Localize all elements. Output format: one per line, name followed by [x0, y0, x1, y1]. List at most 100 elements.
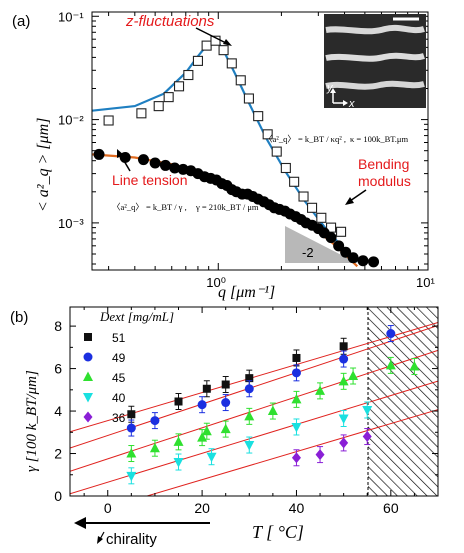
line-tension-point [93, 148, 105, 160]
gamma-point-49 [197, 400, 207, 410]
bending-label-line1: Bending [358, 156, 409, 172]
gamma-point-45 [220, 423, 231, 434]
gamma-point-45 [338, 375, 349, 386]
legend-label: 36 [112, 411, 126, 425]
gamma-point-45 [149, 442, 160, 453]
z-fluctuation-point [271, 146, 282, 157]
chirality-arrow: chirality [74, 517, 210, 548]
panel-b-legend: Dext [mg/mL] 51 49 45 40 36 [83, 309, 174, 425]
panel-b-y-axis-label: γ [100 k_BT/μm] [24, 370, 40, 472]
gamma-point-51 [245, 374, 254, 383]
tension-gamma: γ = 210k_BT / μm [195, 202, 259, 212]
x-tick-label: 20 [194, 500, 210, 516]
gamma-point-51 [202, 384, 211, 393]
line-tension-point [340, 246, 352, 258]
gamma-point-40 [206, 452, 217, 463]
z-fluctuation-point [316, 212, 327, 223]
legend-label: 51 [112, 331, 126, 345]
inset-micrograph: y x [324, 14, 426, 110]
panel-b-label: (b) [10, 309, 28, 326]
gamma-point-49 [339, 354, 349, 364]
gamma-point-36 [339, 437, 349, 449]
z-fluctuation-point [253, 111, 264, 122]
z-fluctuation-point [289, 176, 300, 187]
hatched-region [368, 307, 438, 496]
gamma-point-40 [362, 405, 373, 416]
gamma-point-45 [348, 370, 359, 381]
x-tick-label: 40 [289, 500, 305, 516]
z-fluctuation-point [201, 40, 212, 51]
line-tension-point [169, 162, 181, 174]
gamma-point-49 [291, 368, 301, 378]
panel-b-x-axis-label: T [ °C] [252, 522, 304, 542]
gamma-point-51 [221, 380, 230, 389]
gamma-point-45 [126, 448, 137, 458]
gamma-point-36 [362, 431, 372, 443]
z-fluctuation-point [243, 93, 254, 104]
gamma-point-40 [173, 458, 184, 468]
line-tension-point [159, 159, 171, 171]
y-tick-label: 10⁻¹ [58, 9, 84, 24]
gamma-point-49 [126, 423, 136, 433]
gamma-point-36 [291, 452, 301, 464]
legend-label: 45 [112, 371, 126, 385]
z-fluctuation-point [326, 222, 337, 233]
z-fluctuation-point [336, 226, 347, 237]
line-tension-label: Line tension [112, 172, 188, 188]
z-fluctuation-point [235, 75, 246, 86]
gamma-point-49 [221, 398, 231, 408]
y-tick-label: 0 [54, 488, 62, 504]
z-fluctuation-point [226, 58, 237, 69]
legend-marker-51 [84, 333, 92, 341]
inset-y-axis-label: y [326, 82, 334, 94]
z-fluctuation-point [103, 115, 114, 126]
line-tension-point [137, 154, 149, 166]
panel-a-plot-area [92, 35, 380, 268]
gamma-point-51 [174, 397, 183, 406]
panel-a-frame [91, 11, 429, 271]
z-fluctuation-point [262, 129, 273, 140]
legend-marker-45 [83, 371, 93, 381]
line-tension-point [333, 240, 345, 252]
inset-x-axis-label: x [348, 98, 355, 110]
gamma-point-40 [291, 422, 302, 433]
gamma-point-40 [244, 441, 255, 451]
z-fluctuation-point [173, 81, 185, 92]
x-tick-label: 10¹ [416, 275, 435, 290]
panel-b: (b) 0 20 40 60 0 2 4 6 8 Dext [mg/mL] 51 49 45 40 36… [10, 306, 439, 548]
gamma-point-40 [126, 471, 137, 482]
panel-a-data-points [93, 35, 380, 268]
z-fluctuation-point [298, 191, 309, 202]
y-tick-label: 6 [54, 361, 62, 377]
y-tick-label: 2 [54, 446, 62, 462]
y-tick-label: 4 [54, 403, 62, 419]
line-tension-point [368, 256, 380, 268]
panel-a-x-axis-label: q [μm⁻¹] [218, 284, 275, 301]
slope-label: -2 [302, 245, 314, 260]
gamma-point-36 [315, 449, 325, 461]
gamma-point-45 [291, 393, 302, 404]
gamma-point-49 [386, 329, 396, 339]
bending-kappa: κ = 100k_BT.μm [350, 134, 408, 144]
bending-label-line2: modulus [358, 173, 411, 189]
gamma-point-45 [267, 405, 278, 416]
z-fluctuation-point [136, 108, 147, 119]
panel-b-plot-area [70, 307, 438, 496]
legend-label: 40 [112, 391, 126, 405]
legend-label: 49 [112, 351, 126, 365]
z-fluctuations-label: z-fluctuations [125, 13, 215, 30]
x-tick-label: 0 [104, 500, 112, 516]
gamma-point-45 [385, 359, 396, 370]
gamma-point-51 [127, 410, 136, 419]
x-tick-label: 10⁰ [206, 275, 226, 290]
y-tick-label: 8 [54, 318, 62, 334]
x-tick-label: 60 [383, 500, 399, 516]
legend-marker-36 [83, 411, 93, 423]
gamma-point-49 [244, 384, 254, 394]
gamma-point-45 [201, 425, 212, 436]
line-tension-point [149, 157, 161, 169]
line-tension-point [347, 252, 359, 264]
gamma-point-45 [173, 436, 184, 446]
